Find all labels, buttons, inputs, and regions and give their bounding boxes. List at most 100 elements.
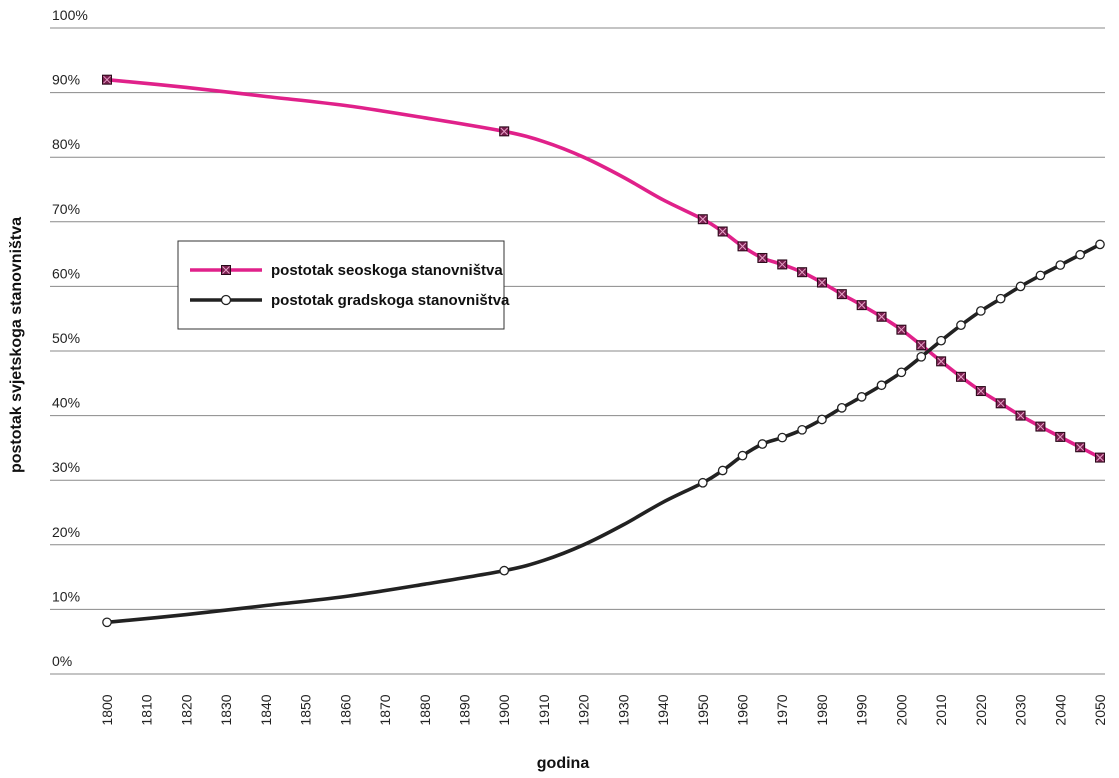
data-point-rural — [1015, 410, 1026, 421]
data-point-rural — [1055, 431, 1066, 442]
y-tick-label: 50% — [52, 330, 80, 346]
legend: postotak seoskoga stanovništva postotak … — [177, 240, 510, 330]
y-tick-label: 80% — [52, 136, 80, 152]
y-tick-label: 20% — [52, 524, 80, 540]
x-tick-label: 1810 — [139, 694, 155, 725]
data-point-rural — [936, 356, 947, 367]
y-tick-label: 90% — [52, 72, 80, 88]
y-axis-ticks: 0% 10% 20% 30% 40% 50% 60% 70% 80% 90% 100% — [52, 7, 88, 669]
legend-marker-urban — [220, 294, 232, 306]
data-point-rural — [816, 277, 827, 288]
data-point-rural — [955, 371, 966, 382]
data-point-urban — [737, 450, 748, 461]
x-tick-label: 1860 — [337, 694, 353, 725]
series-rural — [102, 74, 1105, 463]
x-tick-label: 2020 — [973, 694, 989, 725]
data-point-urban — [797, 424, 807, 435]
data-point-rural — [717, 226, 728, 237]
data-point-urban — [1075, 249, 1085, 260]
data-point-rural — [102, 74, 112, 85]
y-tick-label: 60% — [52, 265, 80, 281]
x-axis-title: godina — [537, 755, 590, 772]
data-point-rural — [995, 398, 1006, 409]
x-tick-label: 1890 — [456, 694, 472, 725]
grid-lines — [50, 27, 1105, 675]
x-tick-label: 1840 — [258, 694, 274, 725]
y-tick-label: 0% — [52, 653, 72, 669]
y-tick-label: 100% — [52, 7, 88, 23]
data-point-rural — [777, 259, 788, 270]
x-tick-label: 1850 — [298, 694, 314, 725]
data-point-urban — [102, 617, 112, 628]
x-tick-label: 1960 — [735, 694, 751, 725]
data-point-urban — [876, 380, 887, 391]
data-point-rural — [757, 252, 768, 263]
y-tick-label: 10% — [52, 588, 80, 604]
x-tick-label: 1880 — [417, 694, 433, 725]
x-tick-label: 1830 — [218, 694, 234, 725]
data-point-rural — [797, 267, 808, 278]
x-tick-label: 1820 — [178, 694, 194, 725]
x-tick-label: 1950 — [695, 694, 711, 725]
data-point-rural — [975, 386, 986, 397]
data-point-urban — [896, 367, 907, 378]
data-point-urban — [956, 320, 966, 331]
data-point-rural — [499, 126, 510, 137]
x-tick-label: 1920 — [576, 694, 592, 725]
x-tick-label: 2000 — [893, 694, 909, 725]
data-point-rural — [876, 311, 887, 322]
legend-label-rural: postotak seoskoga stanovništva — [271, 262, 503, 279]
x-tick-label: 1940 — [655, 694, 671, 725]
x-tick-label: 1900 — [496, 694, 512, 725]
data-point-urban — [777, 432, 788, 443]
data-point-rural — [1095, 452, 1105, 463]
series-layer — [102, 74, 1105, 628]
x-tick-label: 1990 — [854, 694, 870, 725]
data-point-urban — [817, 414, 827, 425]
x-tick-label: 1800 — [99, 694, 115, 725]
series-urban — [102, 239, 1105, 628]
y-tick-label: 70% — [52, 201, 80, 217]
data-point-urban — [757, 439, 768, 449]
data-point-urban — [717, 465, 728, 476]
data-point-rural — [737, 241, 748, 252]
data-point-urban — [1095, 239, 1105, 250]
x-tick-label: 2030 — [1013, 694, 1029, 725]
data-point-urban — [836, 402, 847, 413]
x-tick-label: 2040 — [1052, 694, 1068, 725]
data-point-urban — [975, 306, 986, 316]
data-point-urban — [995, 293, 1006, 304]
data-point-urban — [916, 351, 927, 362]
legend-item-urban: postotak gradskoga stanovništva — [190, 292, 510, 309]
data-point-rural — [856, 300, 867, 311]
data-point-rural — [896, 324, 907, 335]
x-axis-ticks: 1800 1810 1820 1830 1840 1850 1860 1870 1880 1890… — [99, 694, 1108, 725]
legend-box — [177, 240, 505, 330]
legend-label-urban: postotak gradskoga stanovništva — [271, 292, 510, 309]
legend-marker-rural — [221, 265, 231, 275]
data-point-rural — [1035, 421, 1046, 432]
data-point-urban — [936, 335, 946, 346]
data-point-urban — [1035, 270, 1046, 281]
data-point-urban — [856, 392, 867, 402]
data-point-rural — [1075, 442, 1086, 453]
data-point-rural — [697, 214, 708, 225]
x-tick-label: 1930 — [615, 694, 631, 725]
y-tick-label: 40% — [52, 395, 80, 411]
data-point-urban — [1015, 281, 1026, 292]
y-axis-title: postotak svjetskoga stanovništva — [8, 217, 25, 473]
data-point-urban — [697, 477, 708, 488]
data-point-urban — [499, 565, 510, 576]
x-tick-label: 2050 — [1092, 694, 1108, 725]
x-tick-label: 2010 — [933, 694, 949, 725]
x-tick-label: 1970 — [774, 694, 790, 725]
data-point-urban — [1055, 260, 1066, 270]
x-tick-label: 1910 — [536, 694, 552, 725]
x-tick-label: 1980 — [814, 694, 830, 725]
data-point-rural — [916, 340, 927, 351]
legend-item-rural: postotak seoskoga stanovništva — [190, 262, 503, 279]
data-point-rural — [836, 289, 847, 300]
y-tick-label: 30% — [52, 459, 80, 475]
x-tick-label: 1870 — [377, 694, 393, 725]
